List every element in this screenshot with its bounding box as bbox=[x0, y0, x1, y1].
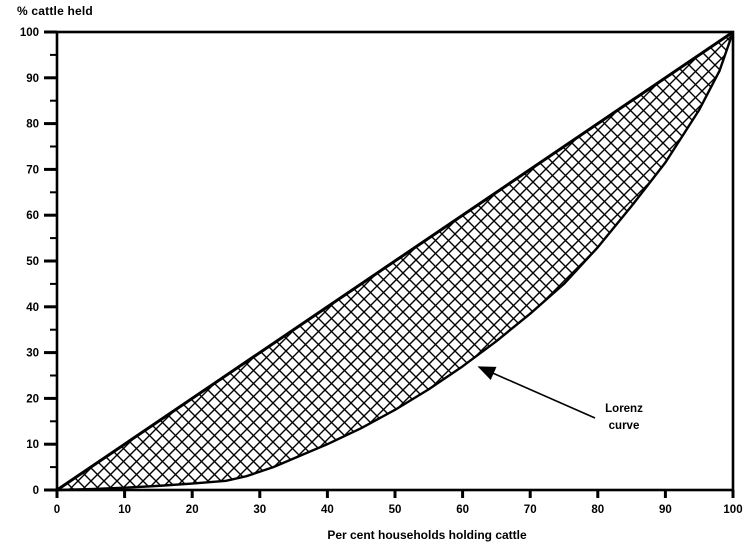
y-tick-label: 50 bbox=[26, 256, 39, 268]
x-tick-label: 60 bbox=[456, 504, 469, 516]
y-tick-label: 30 bbox=[26, 348, 39, 360]
y-tick-label: 0 bbox=[33, 485, 39, 497]
line-of-equality bbox=[56, 30, 734, 492]
x-tick-label: 100 bbox=[723, 504, 742, 516]
annotation-line1: Lorenz bbox=[605, 403, 643, 415]
annotation-line2: curve bbox=[608, 420, 640, 432]
lorenz-curve-annotation: Lorenz curve bbox=[592, 401, 656, 435]
x-tick-label: 0 bbox=[54, 504, 60, 516]
y-tick-label: 90 bbox=[26, 73, 39, 85]
x-tick-label: 30 bbox=[253, 504, 266, 516]
x-tick-label: 70 bbox=[524, 504, 537, 516]
y-tick-label: 60 bbox=[26, 210, 39, 222]
x-tick-label: 50 bbox=[389, 504, 402, 516]
y-tick-label: 20 bbox=[26, 393, 39, 405]
x-axis-title: Per cent households holding cattle bbox=[327, 528, 527, 542]
y-axis-title: % cattle held bbox=[17, 4, 93, 18]
y-tick-label: 100 bbox=[20, 27, 39, 39]
x-tick-label: 80 bbox=[591, 504, 604, 516]
x-tick-label: 90 bbox=[659, 504, 672, 516]
annotation-arrow bbox=[477, 366, 596, 419]
y-tick-label: 70 bbox=[26, 164, 39, 176]
x-tick-label: 10 bbox=[118, 504, 131, 516]
y-tick-label: 10 bbox=[26, 439, 39, 451]
x-tick-label: 20 bbox=[186, 504, 199, 516]
x-tick-label: 40 bbox=[321, 504, 334, 516]
lorenz-curve bbox=[56, 31, 735, 492]
y-tick-label: 80 bbox=[26, 119, 39, 131]
y-tick-label: 40 bbox=[26, 302, 39, 314]
